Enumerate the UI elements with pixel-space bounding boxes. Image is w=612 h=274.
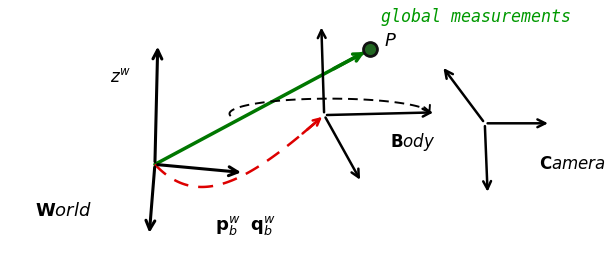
Text: global measurements: global measurements	[381, 8, 571, 26]
Text: $\mathbf{C}$amera: $\mathbf{C}$amera	[539, 155, 606, 173]
Text: $\mathbf{W}$orld: $\mathbf{W}$orld	[35, 202, 91, 220]
Text: $z^w$: $z^w$	[110, 68, 131, 86]
Text: $P$: $P$	[384, 32, 397, 50]
Text: $\mathbf{p}_b^w$: $\mathbf{p}_b^w$	[215, 215, 241, 238]
Text: $\mathbf{q}_b^w$: $\mathbf{q}_b^w$	[250, 215, 275, 238]
Text: $\mathbf{B}$ody: $\mathbf{B}$ody	[390, 132, 436, 153]
